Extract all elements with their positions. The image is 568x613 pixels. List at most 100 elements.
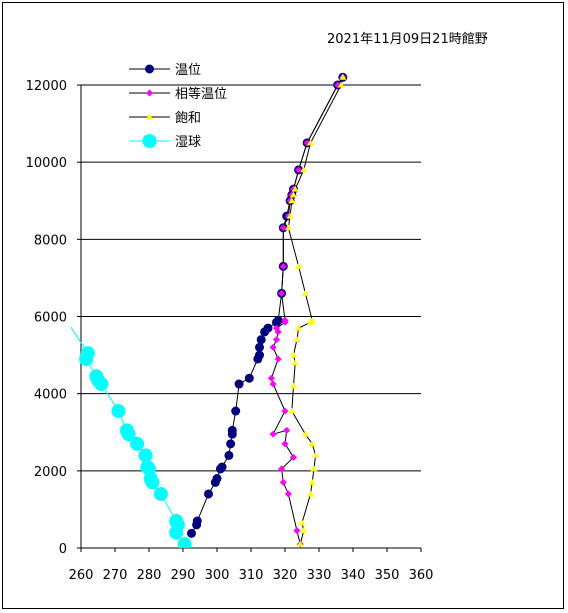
data-point	[212, 474, 222, 484]
data-point	[281, 407, 289, 415]
data-point	[130, 436, 145, 451]
legend-marker	[146, 89, 153, 97]
x-tick-label: 320	[273, 568, 298, 583]
data-point	[290, 453, 297, 461]
x-tick-label: 310	[239, 568, 264, 583]
data-point	[295, 324, 303, 331]
data-point	[308, 316, 316, 323]
data-point	[273, 324, 280, 332]
data-point	[94, 377, 109, 392]
data-point	[293, 336, 301, 343]
legend-item-3: 飽和	[129, 111, 201, 126]
x-tick-label: 300	[205, 568, 230, 583]
data-point	[204, 489, 213, 499]
data-point	[307, 139, 314, 146]
legend-marker	[146, 113, 153, 120]
data-point	[278, 465, 286, 473]
data-point	[281, 316, 289, 324]
data-point	[298, 519, 306, 526]
data-point	[269, 380, 277, 388]
x-tick-label: 350	[375, 568, 400, 583]
data-point	[279, 224, 287, 232]
data-point	[111, 404, 126, 419]
data-point	[291, 185, 299, 192]
data-point	[138, 448, 153, 463]
x-tick-label: 360	[409, 568, 434, 583]
data-point	[291, 359, 299, 366]
series-1	[187, 72, 348, 538]
data-point	[274, 355, 282, 363]
data-point	[295, 166, 303, 174]
legend-label: 湿球	[175, 135, 201, 150]
data-point	[263, 323, 273, 333]
data-point	[295, 262, 303, 269]
data-point	[224, 450, 234, 460]
plot-area	[71, 72, 348, 548]
data-point	[339, 73, 347, 80]
tick-labels: 0 2000 4000 6000 8000 10000 12000 260 270 280 290 3…	[26, 79, 434, 583]
data-point	[145, 475, 160, 490]
data-point	[269, 343, 277, 351]
data-point	[293, 527, 301, 535]
data-point	[301, 289, 309, 296]
data-point	[288, 407, 296, 414]
series-line-3	[287, 77, 344, 545]
data-point	[284, 490, 292, 498]
series-3	[284, 73, 347, 547]
legend-item-2: 相等温位	[129, 86, 227, 102]
data-point	[192, 516, 202, 526]
x-tick-label: 260	[69, 568, 94, 583]
data-point	[279, 262, 287, 270]
x-tick-label: 280	[137, 568, 162, 583]
data-point	[169, 525, 184, 540]
x-tick-label: 330	[307, 568, 332, 583]
data-point	[244, 373, 254, 383]
series-4	[71, 326, 192, 548]
y-tick-label: 10000	[26, 156, 67, 171]
data-point	[279, 478, 287, 486]
data-point	[286, 212, 294, 219]
data-point	[177, 537, 192, 548]
data-point	[234, 379, 244, 389]
series-line-1	[191, 77, 344, 534]
x-tick-label: 290	[171, 568, 196, 583]
data-point	[187, 528, 196, 538]
legend-marker	[145, 64, 154, 74]
axes	[77, 84, 422, 552]
y-tick-label: 2000	[34, 465, 67, 480]
y-tick-label: 12000	[26, 79, 67, 94]
legend-item-4: 湿球	[129, 134, 201, 150]
data-point	[284, 224, 292, 231]
chart-title: 2021年11月09日21時館野	[327, 32, 488, 47]
data-point	[300, 527, 308, 534]
data-point	[256, 335, 266, 345]
data-point	[269, 430, 277, 438]
data-point	[337, 81, 345, 88]
data-point	[226, 439, 236, 449]
data-point	[290, 382, 297, 389]
data-point	[273, 315, 283, 325]
x-tick-label: 270	[103, 568, 128, 583]
data-point	[308, 440, 316, 447]
data-point	[307, 490, 314, 497]
legend-label: 相等温位	[175, 86, 227, 102]
data-point	[227, 425, 237, 435]
y-tick-label: 4000	[34, 388, 67, 403]
data-point	[301, 430, 309, 437]
legend-label: 飽和	[175, 111, 201, 126]
data-point	[217, 462, 227, 472]
data-point	[300, 166, 308, 173]
data-point	[79, 351, 94, 366]
y-tick-label: 0	[59, 542, 67, 557]
grid-lines	[81, 84, 421, 472]
data-point	[308, 478, 316, 485]
data-point	[273, 336, 280, 344]
y-tick-label: 8000	[34, 233, 67, 248]
data-point	[153, 486, 168, 501]
data-point	[312, 451, 320, 458]
x-tick-label: 340	[341, 568, 366, 583]
data-point	[278, 289, 286, 297]
data-point	[310, 465, 318, 472]
